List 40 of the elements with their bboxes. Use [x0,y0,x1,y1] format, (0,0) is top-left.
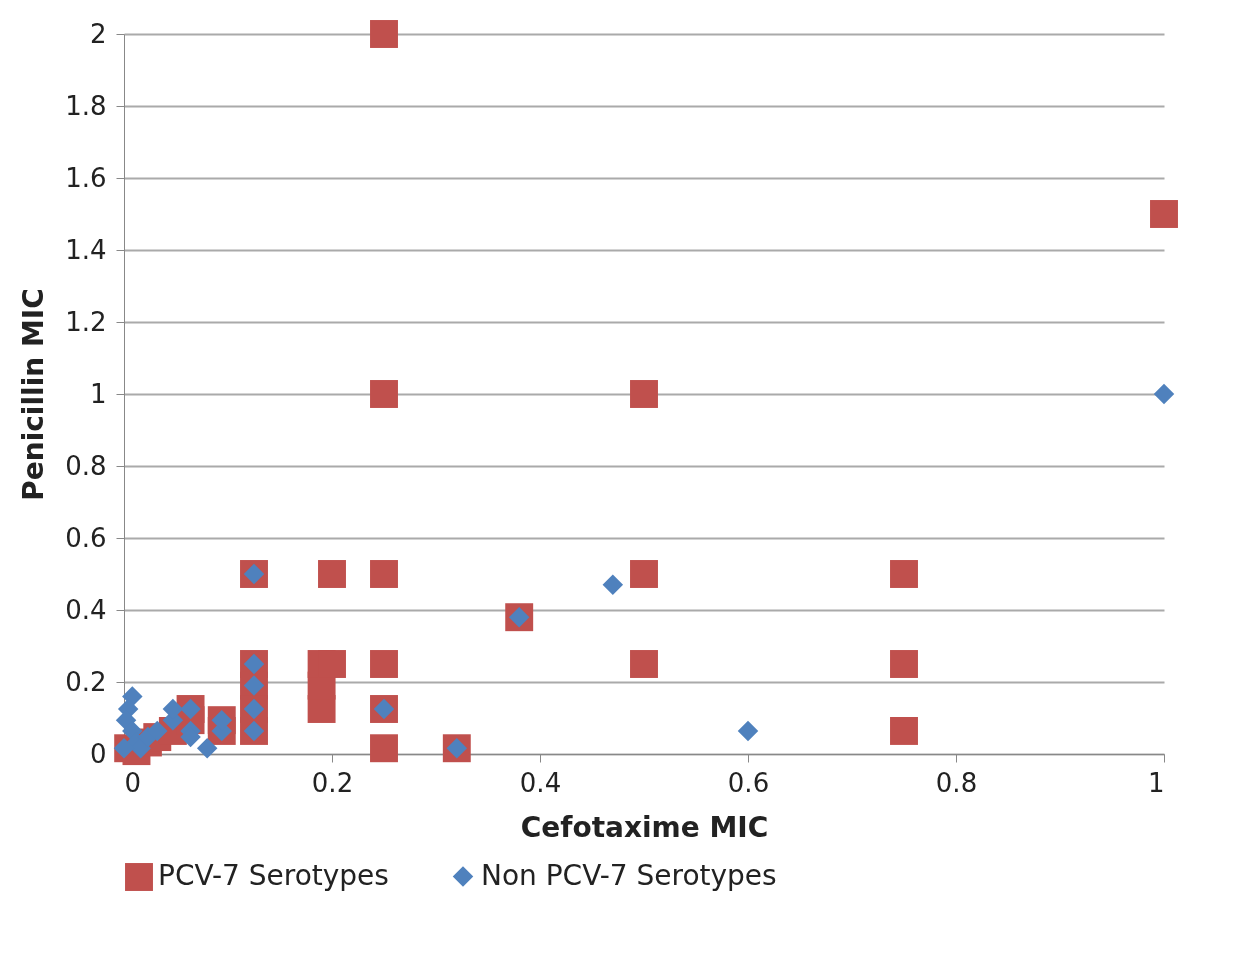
point [890,650,918,678]
point [630,380,658,408]
point [602,574,624,596]
point [370,734,398,763]
point [318,560,346,588]
point [370,380,398,408]
x-tick-label: 0.4 [519,767,562,798]
y-tick-label: 1 [89,378,107,409]
point [630,650,658,678]
point [318,650,346,678]
y-tick-label: 0 [89,738,107,769]
x-tick-label: 0.6 [727,767,770,798]
point [890,717,918,745]
legend-label: PCV-7 Serotypes [158,859,389,892]
y-tick-label: 2 [89,18,107,49]
legend-label: Non PCV-7 Serotypes [481,858,777,892]
y-tick-label: 1.6 [65,162,107,193]
y-tick-label: 0.6 [65,522,107,553]
point [113,737,135,759]
point [196,737,218,759]
y-tick-label: 1.4 [65,234,107,265]
point [1153,383,1175,405]
point [737,720,759,742]
x-tick-label: 0.8 [935,767,978,798]
point [890,560,918,588]
y-tick-label: 1.8 [65,90,107,121]
x-tick-label: 0 [124,767,142,798]
y-tick-label: 1.2 [65,306,107,337]
point [630,560,658,588]
y-tick-label: 0.4 [65,594,107,625]
y-axis-title: Penicillin MIC [17,288,51,501]
point [370,20,398,48]
y-tick-label: 0.2 [65,666,107,697]
x-tick-label: 1 [1147,767,1165,798]
x-tick-label: 0.2 [311,767,354,798]
y-tick-label: 0.8 [65,450,107,481]
point [1150,200,1178,228]
point [370,560,398,588]
point [370,650,398,678]
x-axis-title: Cefotaxime MIC [520,810,769,844]
